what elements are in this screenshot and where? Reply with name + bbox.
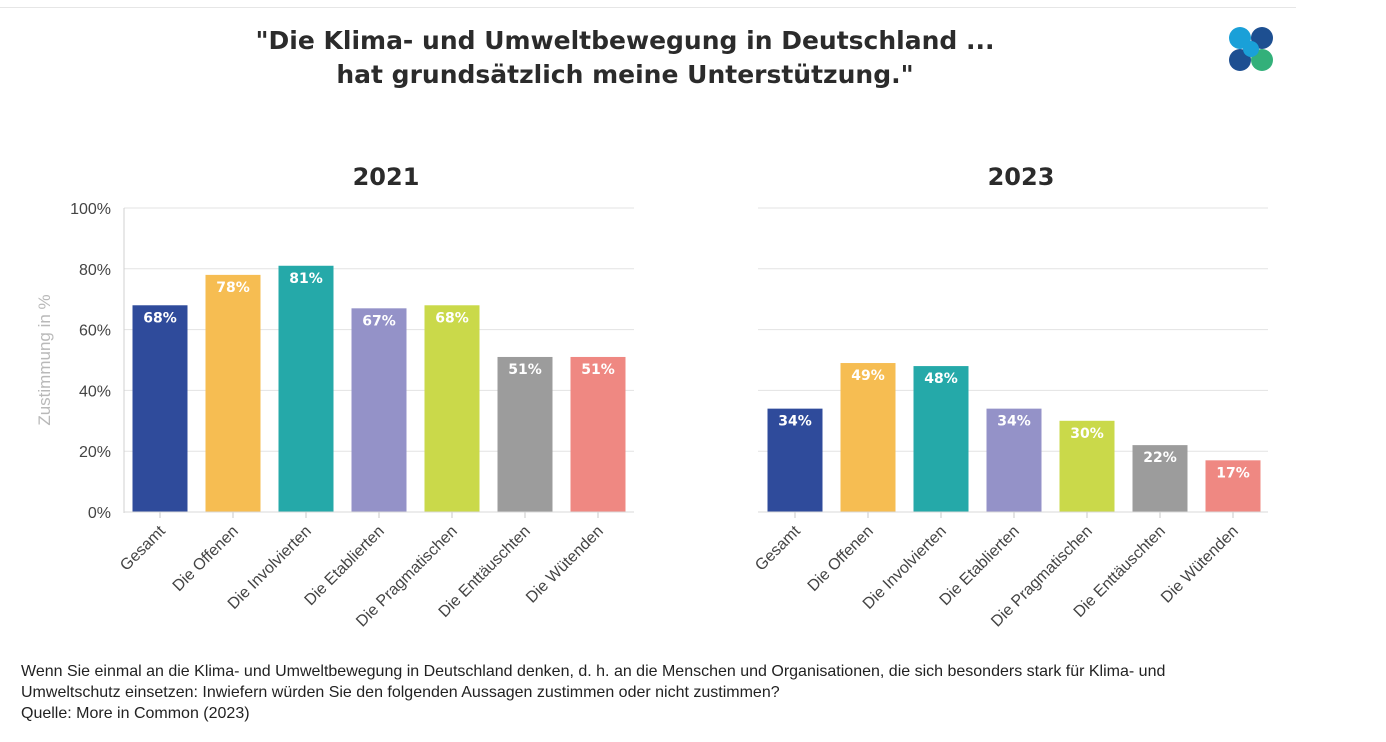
- bar-2021-7: [570, 356, 626, 512]
- bar-2021-6: [497, 356, 553, 512]
- data-label-2023-7: 17%: [1216, 465, 1250, 481]
- data-label-2021-5: 68%: [435, 310, 469, 326]
- x-tick-label-2023-1: Gesamt: [752, 522, 804, 574]
- subplot-title-2021: 2021: [353, 163, 420, 191]
- bar-2023-4: [986, 408, 1042, 512]
- bar-2021-4: [351, 308, 407, 512]
- data-label-2021-4: 67%: [362, 313, 396, 329]
- top-divider: [0, 7, 1296, 8]
- bar-2023-6: [1132, 445, 1188, 512]
- data-label-2021-7: 51%: [581, 362, 615, 378]
- bar-2021-5: [424, 305, 480, 512]
- title-line-1: "Die Klima- und Umweltbewegung in Deutsc…: [255, 26, 995, 55]
- x-tick-label-2021-1: Gesamt: [117, 522, 169, 574]
- logo-circle-center: [1243, 41, 1259, 57]
- y-tick-label: 40%: [79, 383, 111, 400]
- title-line-2: hat grundsätzlich meine Unterstützung.": [336, 60, 914, 89]
- data-label-2023-2: 49%: [851, 368, 885, 384]
- data-label-2023-3: 48%: [924, 371, 958, 387]
- more-in-common-logo: [1229, 27, 1273, 71]
- y-tick-label: 20%: [79, 444, 111, 461]
- x-tick-label-2023-2: Die Offenen: [805, 523, 877, 595]
- question-text-line-1: Wenn Sie einmal an die Klima- und Umwelt…: [21, 663, 1166, 680]
- bar-2023-2: [840, 363, 896, 512]
- bar-2023-3: [913, 366, 969, 512]
- footnote: Wenn Sie einmal an die Klima- und Umwelt…: [21, 661, 1341, 724]
- question-text-line-2: Umweltschutz einsetzen: Inwiefern würden…: [21, 684, 780, 701]
- y-tick-label: 0%: [88, 505, 111, 522]
- bar-2023-1: [767, 408, 823, 512]
- bar-2023-7: [1205, 460, 1261, 512]
- bar-2021-2: [205, 274, 261, 512]
- data-label-2021-3: 81%: [289, 271, 323, 287]
- x-tick-label-2021-7: Die Wütenden: [523, 523, 607, 607]
- y-tick-label: 60%: [79, 323, 111, 340]
- bar-2023-5: [1059, 420, 1115, 512]
- bar-charts: 2021 0% 20% 40% 60% 80% 100% Zustimmung in % 68%…: [35, 163, 1268, 630]
- data-label-2023-1: 34%: [778, 414, 812, 430]
- data-label-2021-2: 78%: [216, 280, 250, 296]
- data-label-2021-6: 51%: [508, 362, 542, 378]
- data-label-2021-1: 68%: [143, 310, 177, 326]
- x-tick-label-2021-2: Die Offenen: [170, 523, 242, 595]
- data-label-2023-5: 30%: [1070, 426, 1104, 442]
- x-tick-label-2023-7: Die Wütenden: [1158, 523, 1242, 607]
- source-text: Quelle: More in Common (2023): [21, 705, 250, 722]
- bar-2021-1: [132, 305, 188, 512]
- chart-title: "Die Klima- und Umweltbewegung in Deutsc…: [0, 24, 1250, 92]
- y-tick-label: 100%: [70, 201, 111, 218]
- data-label-2023-4: 34%: [997, 414, 1031, 430]
- y-tick-label: 80%: [79, 262, 111, 279]
- bar-2021-3: [278, 265, 334, 512]
- subplot-title-2023: 2023: [988, 163, 1055, 191]
- y-axis-label: Zustimmung in %: [35, 294, 54, 425]
- data-label-2023-6: 22%: [1143, 450, 1177, 466]
